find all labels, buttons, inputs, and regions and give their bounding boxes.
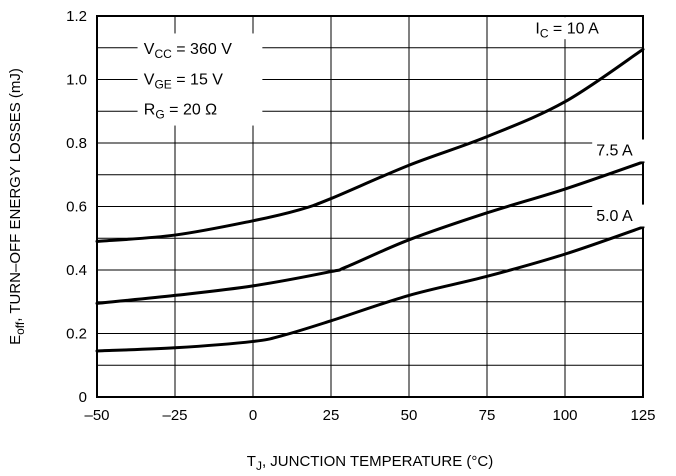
conditions-background bbox=[137, 33, 263, 126]
series-label-background bbox=[592, 139, 645, 162]
y-tick-label: 0.6 bbox=[66, 199, 87, 216]
x-tick-label: 100 bbox=[552, 407, 577, 424]
conditions-box: VCC = 360 V VGE = 15 V RG = 20 Ω bbox=[137, 33, 263, 126]
y-tick-label: 0 bbox=[79, 389, 87, 406]
grid bbox=[96, 15, 644, 398]
y-axis-label: Eoff, TURN–OFF ENERGY LOSSES (mJ) bbox=[7, 68, 27, 345]
series-label-5-0a: 5.0 A bbox=[596, 208, 633, 225]
series-curves bbox=[95, 47, 645, 353]
x-tick-label: 0 bbox=[249, 407, 257, 424]
series-line-0 bbox=[95, 47, 645, 243]
x-axis-label: TJ, JUNCTION TEMPERATURE (°C) bbox=[247, 453, 493, 473]
series-label-7-5a: 7.5 A bbox=[596, 143, 633, 160]
series-line-2 bbox=[95, 225, 645, 353]
y-tick-label: 0.2 bbox=[66, 326, 87, 343]
x-tick-label: 25 bbox=[323, 407, 340, 424]
x-tick-label: 125 bbox=[630, 407, 655, 424]
y-tick-label: 0.4 bbox=[66, 262, 87, 279]
condition-rg: RG = 20 Ω bbox=[144, 101, 217, 121]
x-tick-label: –50 bbox=[84, 407, 109, 424]
x-tick-label: 75 bbox=[479, 407, 496, 424]
y-tick-label: 1.0 bbox=[66, 72, 87, 89]
series-label-10a: IC = 10 A bbox=[535, 20, 599, 40]
series-line-1 bbox=[95, 160, 645, 305]
x-tick-label: 50 bbox=[401, 407, 418, 424]
y-tick-label: 0.8 bbox=[66, 135, 87, 152]
x-tick-labels: –50 –25 0 25 50 75 100 125 bbox=[84, 407, 655, 424]
y-tick-label: 1.2 bbox=[66, 8, 87, 25]
x-tick-label: –25 bbox=[162, 407, 187, 424]
series-label-background bbox=[531, 17, 642, 40]
y-tick-labels: 0 0.2 0.4 0.6 0.8 1.0 1.2 bbox=[66, 8, 87, 406]
series-labels: IC = 10 A 7.5 A 5.0 A bbox=[531, 17, 645, 227]
condition-vcc: VCC = 360 V bbox=[144, 41, 232, 61]
condition-vge: VGE = 15 V bbox=[144, 71, 223, 91]
series-label-background bbox=[592, 204, 645, 227]
